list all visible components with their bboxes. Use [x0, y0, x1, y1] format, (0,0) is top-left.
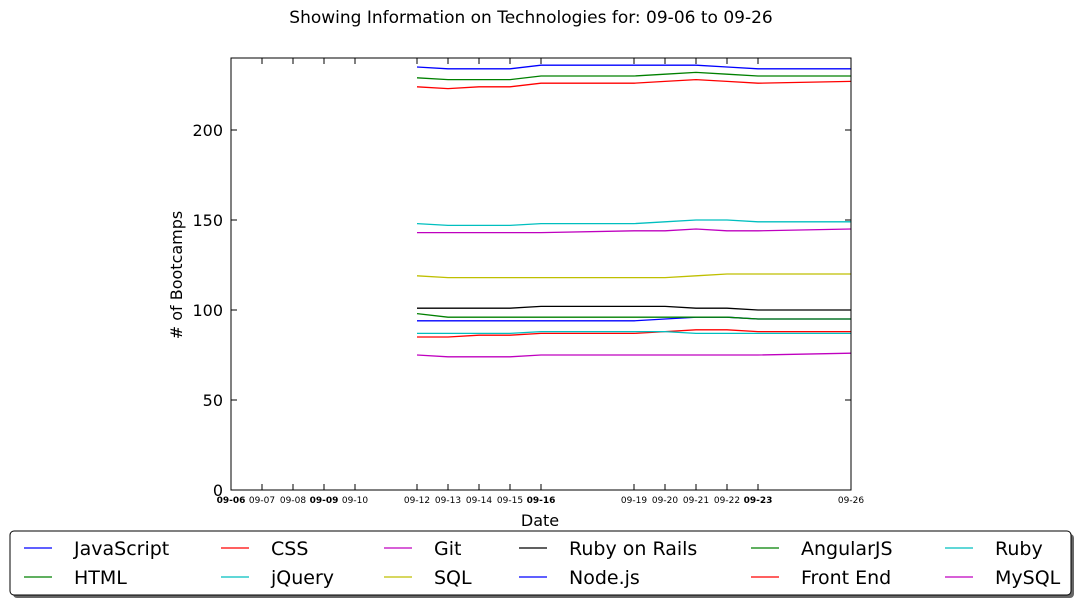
x-tick-label: 09-19 — [621, 496, 647, 506]
legend-label-sql: SQL — [434, 567, 472, 589]
x-tick-label: 09-10 — [342, 496, 368, 506]
legend-box — [9, 530, 1072, 596]
series-line-ruby — [417, 330, 851, 335]
y-axis-label: # of Bootcamps — [167, 211, 186, 340]
x-tick-label: 09-22 — [714, 496, 740, 506]
x-tick-label: 09-15 — [497, 496, 523, 506]
x-axis: 09-06 09-07 09-08 09-09 09-10 09-12 09-13 09-14… — [217, 58, 864, 506]
x-tick-label: 09-14 — [466, 496, 492, 506]
x-tick-label: 09-07 — [249, 496, 275, 506]
y-tick-label: 100 — [192, 301, 223, 320]
series-line-sql — [416, 273, 851, 279]
x-tick-label: 09-12 — [404, 496, 430, 506]
legend-label-git: Git — [434, 538, 461, 560]
x-tick-label: 09-21 — [683, 496, 709, 506]
legend-label-javascript: JavaScript — [73, 538, 169, 560]
y-tick-label: 50 — [203, 391, 223, 410]
x-tick-label: 09-26 — [838, 496, 864, 506]
legend-label-node-js: Node.js — [569, 567, 640, 589]
legend-label-html: HTML — [74, 567, 127, 589]
y-tick-label: 200 — [192, 121, 223, 140]
legend-label-css: CSS — [271, 538, 308, 560]
legend-label-ruby-on-rails: Ruby on Rails — [569, 538, 697, 560]
legend-label-ruby: Ruby — [995, 538, 1043, 560]
x-tick-label: 09-06 — [217, 496, 246, 506]
series-line-angularjs — [416, 312, 851, 320]
y-tick-label: 150 — [192, 211, 223, 230]
x-tick-label: 09-20 — [652, 496, 678, 506]
y-axis: 0 50 100 150 200 — [192, 121, 851, 500]
legend-label-angularjs: AngularJS — [801, 538, 893, 560]
series-line-git — [417, 228, 852, 234]
series-line-javascript — [416, 64, 851, 70]
legend-label-front-end: Front End — [801, 567, 891, 589]
series-line-jquery — [416, 219, 851, 227]
legend-items: JavaScript HTML CSS jQuery Git SQL Ruby on Rai… — [24, 538, 1061, 589]
series-line-front-end — [417, 329, 851, 338]
x-tick-label: 09-23 — [744, 496, 773, 506]
chart-title: Showing Information on Technologies for:… — [289, 8, 772, 28]
series-layer — [416, 64, 852, 358]
series-line-ruby-on-rails — [417, 305, 851, 311]
x-tick-label: 09-08 — [280, 496, 306, 506]
series-line-css — [416, 78, 852, 90]
series-line-mysql — [416, 352, 852, 358]
x-tick-label: 09-09 — [310, 496, 339, 506]
legend: JavaScript HTML CSS jQuery Git SQL Ruby on Rai… — [9, 530, 1074, 598]
x-axis-label: Date — [521, 511, 559, 530]
x-tick-label: 09-13 — [435, 496, 461, 506]
series-line-html — [416, 71, 851, 81]
legend-label-jquery: jQuery — [270, 567, 334, 589]
y-tick-label: 0 — [213, 481, 223, 500]
legend-label-mysql: MySQL — [995, 567, 1061, 589]
x-tick-label: 09-16 — [527, 496, 556, 506]
